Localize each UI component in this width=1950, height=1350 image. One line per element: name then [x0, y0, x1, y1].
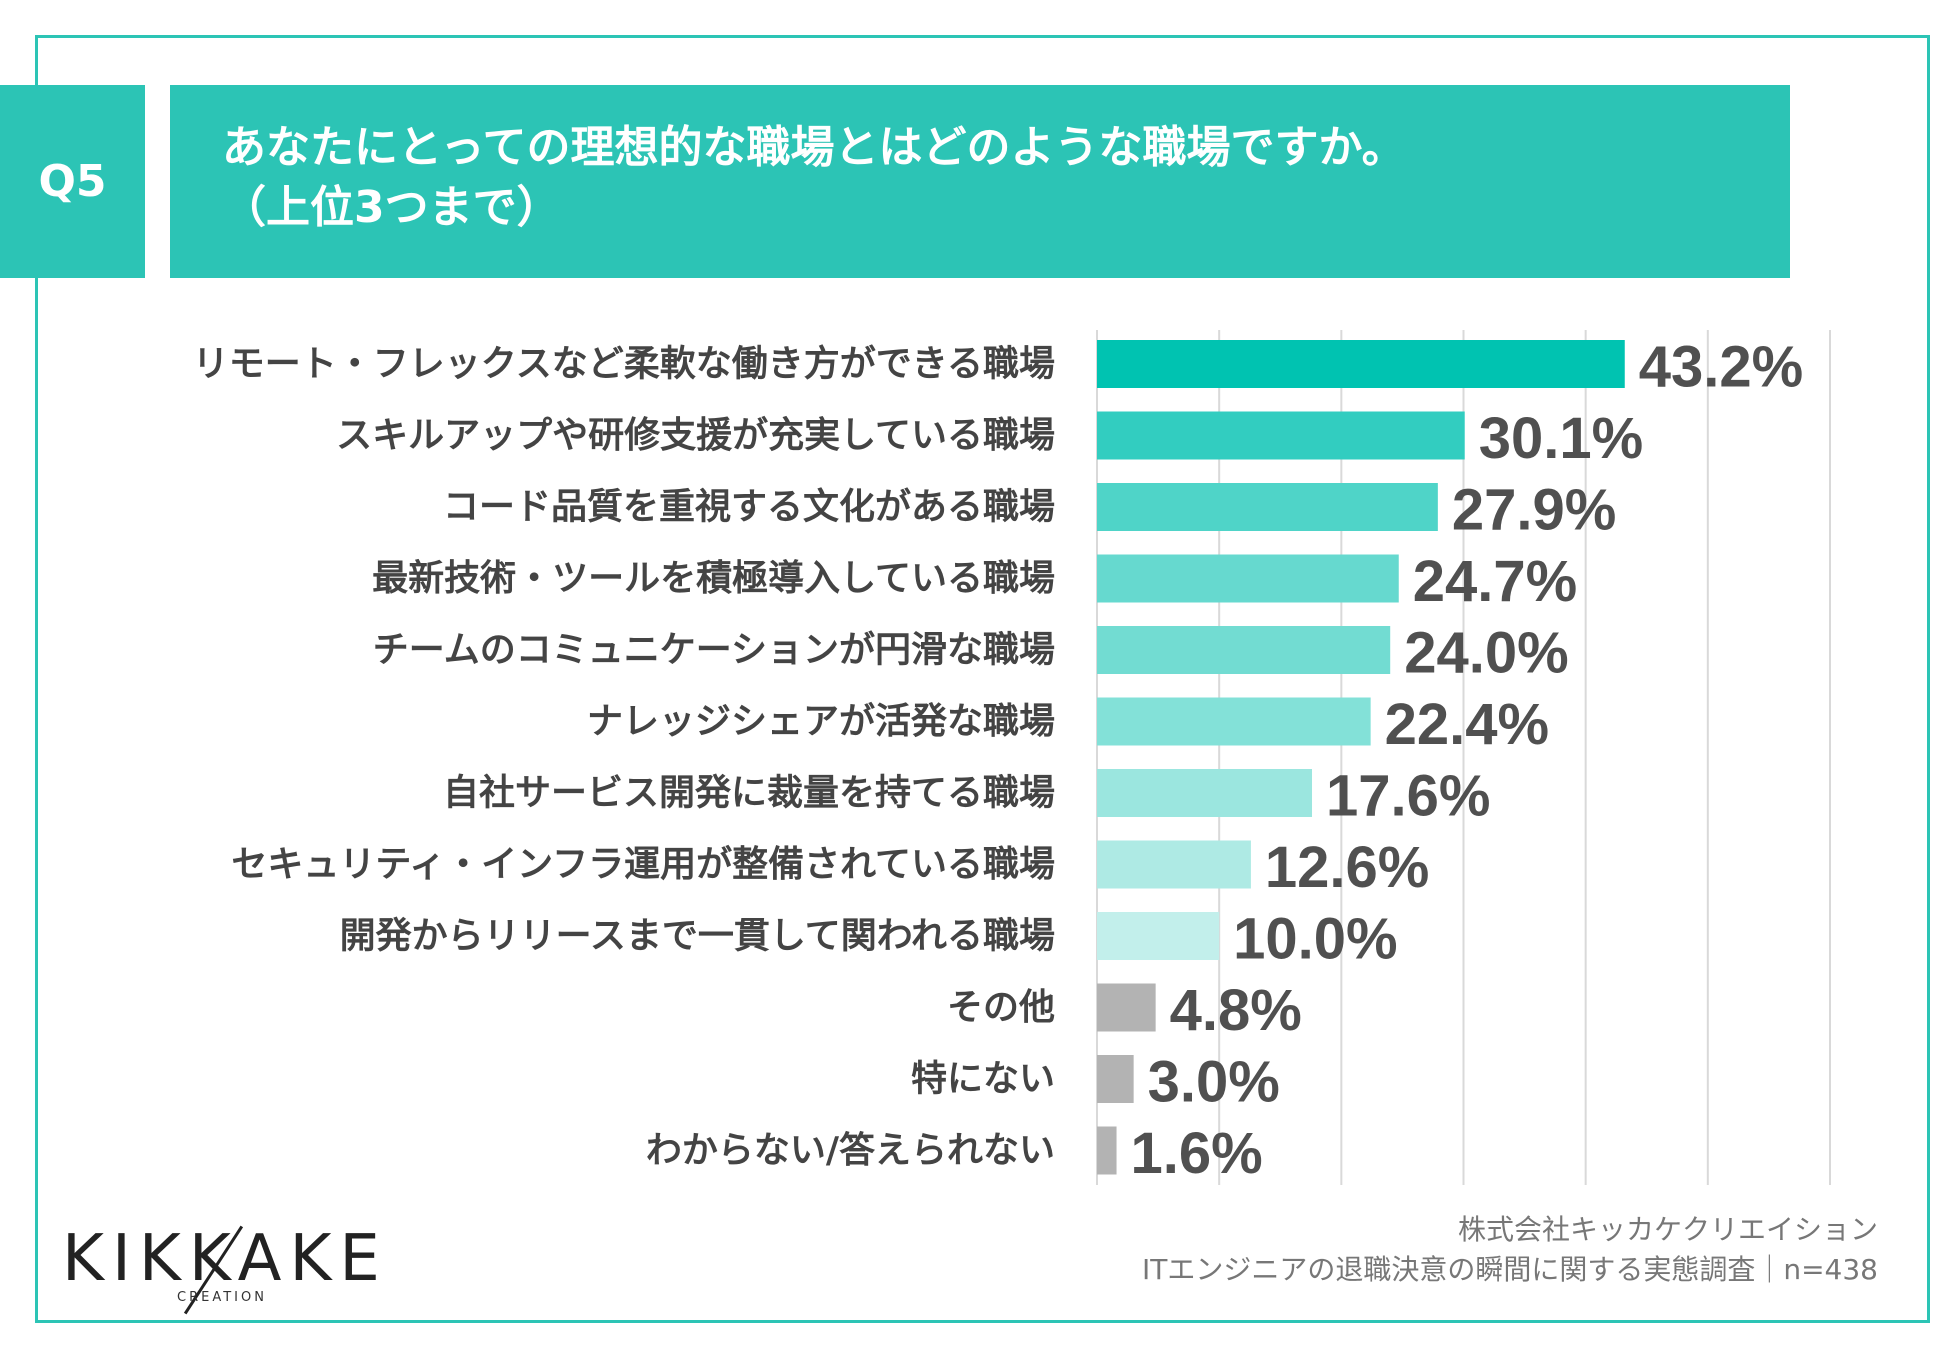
- source-survey: ITエンジニアの退職決意の瞬間に関する実態調査｜n=438: [1141, 1253, 1878, 1286]
- kikkake-logo: KIKKAKE CREATION: [62, 1212, 392, 1315]
- value-label: 4.8%: [1170, 978, 1302, 1043]
- category-label: チームのコミュニケーションが円滑な職場: [373, 630, 1055, 671]
- source-company: 株式会社キッカケクリエイション: [1457, 1213, 1878, 1246]
- category-label: 最新技術・ツールを積極導入している職場: [372, 558, 1055, 599]
- source-note: 株式会社キッカケクリエイション ITエンジニアの退職決意の瞬間に関する実態調査｜…: [1142, 1210, 1878, 1290]
- category-label: セキュリティ・インフラ運用が整備されている職場: [231, 844, 1055, 885]
- bar: [1097, 983, 1156, 1032]
- logo-wordmark: KIKKAKE: [62, 1222, 388, 1296]
- category-label: わからない/答えられない: [646, 1130, 1055, 1171]
- category-label: ナレッジシェアが活発な職場: [587, 701, 1055, 742]
- category-label: 特にない: [911, 1059, 1055, 1100]
- bar: [1097, 769, 1313, 817]
- category-label: 開発からリリースまで一貫して関われる職場: [340, 916, 1055, 957]
- category-label: 自社サービス開発に裁量を持てる職場: [443, 773, 1055, 814]
- question-title-line2: （上位3つまで）: [222, 182, 561, 233]
- question-title-banner: あなたにとっての理想的な職場とはどのような職場ですか。 （上位3つまで）: [170, 85, 1790, 278]
- chart-frame: [35, 35, 1930, 1323]
- bar: [1097, 340, 1625, 388]
- category-label: その他: [947, 987, 1055, 1028]
- logo-subtitle: CREATION: [177, 1290, 267, 1305]
- bar: [1097, 912, 1220, 960]
- question-number: Q5: [38, 156, 107, 207]
- bar: [1097, 1055, 1134, 1103]
- value-label: 3.0%: [1148, 1050, 1280, 1115]
- bar: [1097, 697, 1371, 746]
- value-label: 17.6%: [1326, 764, 1490, 829]
- bar: [1097, 411, 1465, 460]
- value-label: 43.2%: [1639, 335, 1803, 400]
- value-label: 12.6%: [1265, 835, 1429, 900]
- value-label: 24.0%: [1404, 621, 1568, 686]
- value-label: 10.0%: [1233, 907, 1397, 972]
- bar: [1097, 626, 1391, 674]
- value-label: 22.4%: [1385, 692, 1549, 757]
- question-number-badge: Q5: [0, 85, 145, 278]
- value-label: 24.7%: [1413, 549, 1577, 614]
- bar: [1097, 554, 1399, 603]
- value-label: 27.9%: [1452, 478, 1616, 543]
- bar: [1097, 1126, 1117, 1175]
- question-title-line1: あなたにとっての理想的な職場とはどのような職場ですか。: [222, 122, 1406, 173]
- bar: [1097, 840, 1251, 889]
- category-label: リモート・フレックスなど柔軟な働き方ができる職場: [193, 344, 1055, 385]
- category-label: スキルアップや研修支援が充実している職場: [336, 415, 1055, 456]
- value-label: 30.1%: [1479, 406, 1643, 471]
- value-label: 1.6%: [1131, 1121, 1263, 1186]
- category-label: コード品質を重視する文化がある職場: [443, 487, 1055, 528]
- bar: [1097, 483, 1438, 531]
